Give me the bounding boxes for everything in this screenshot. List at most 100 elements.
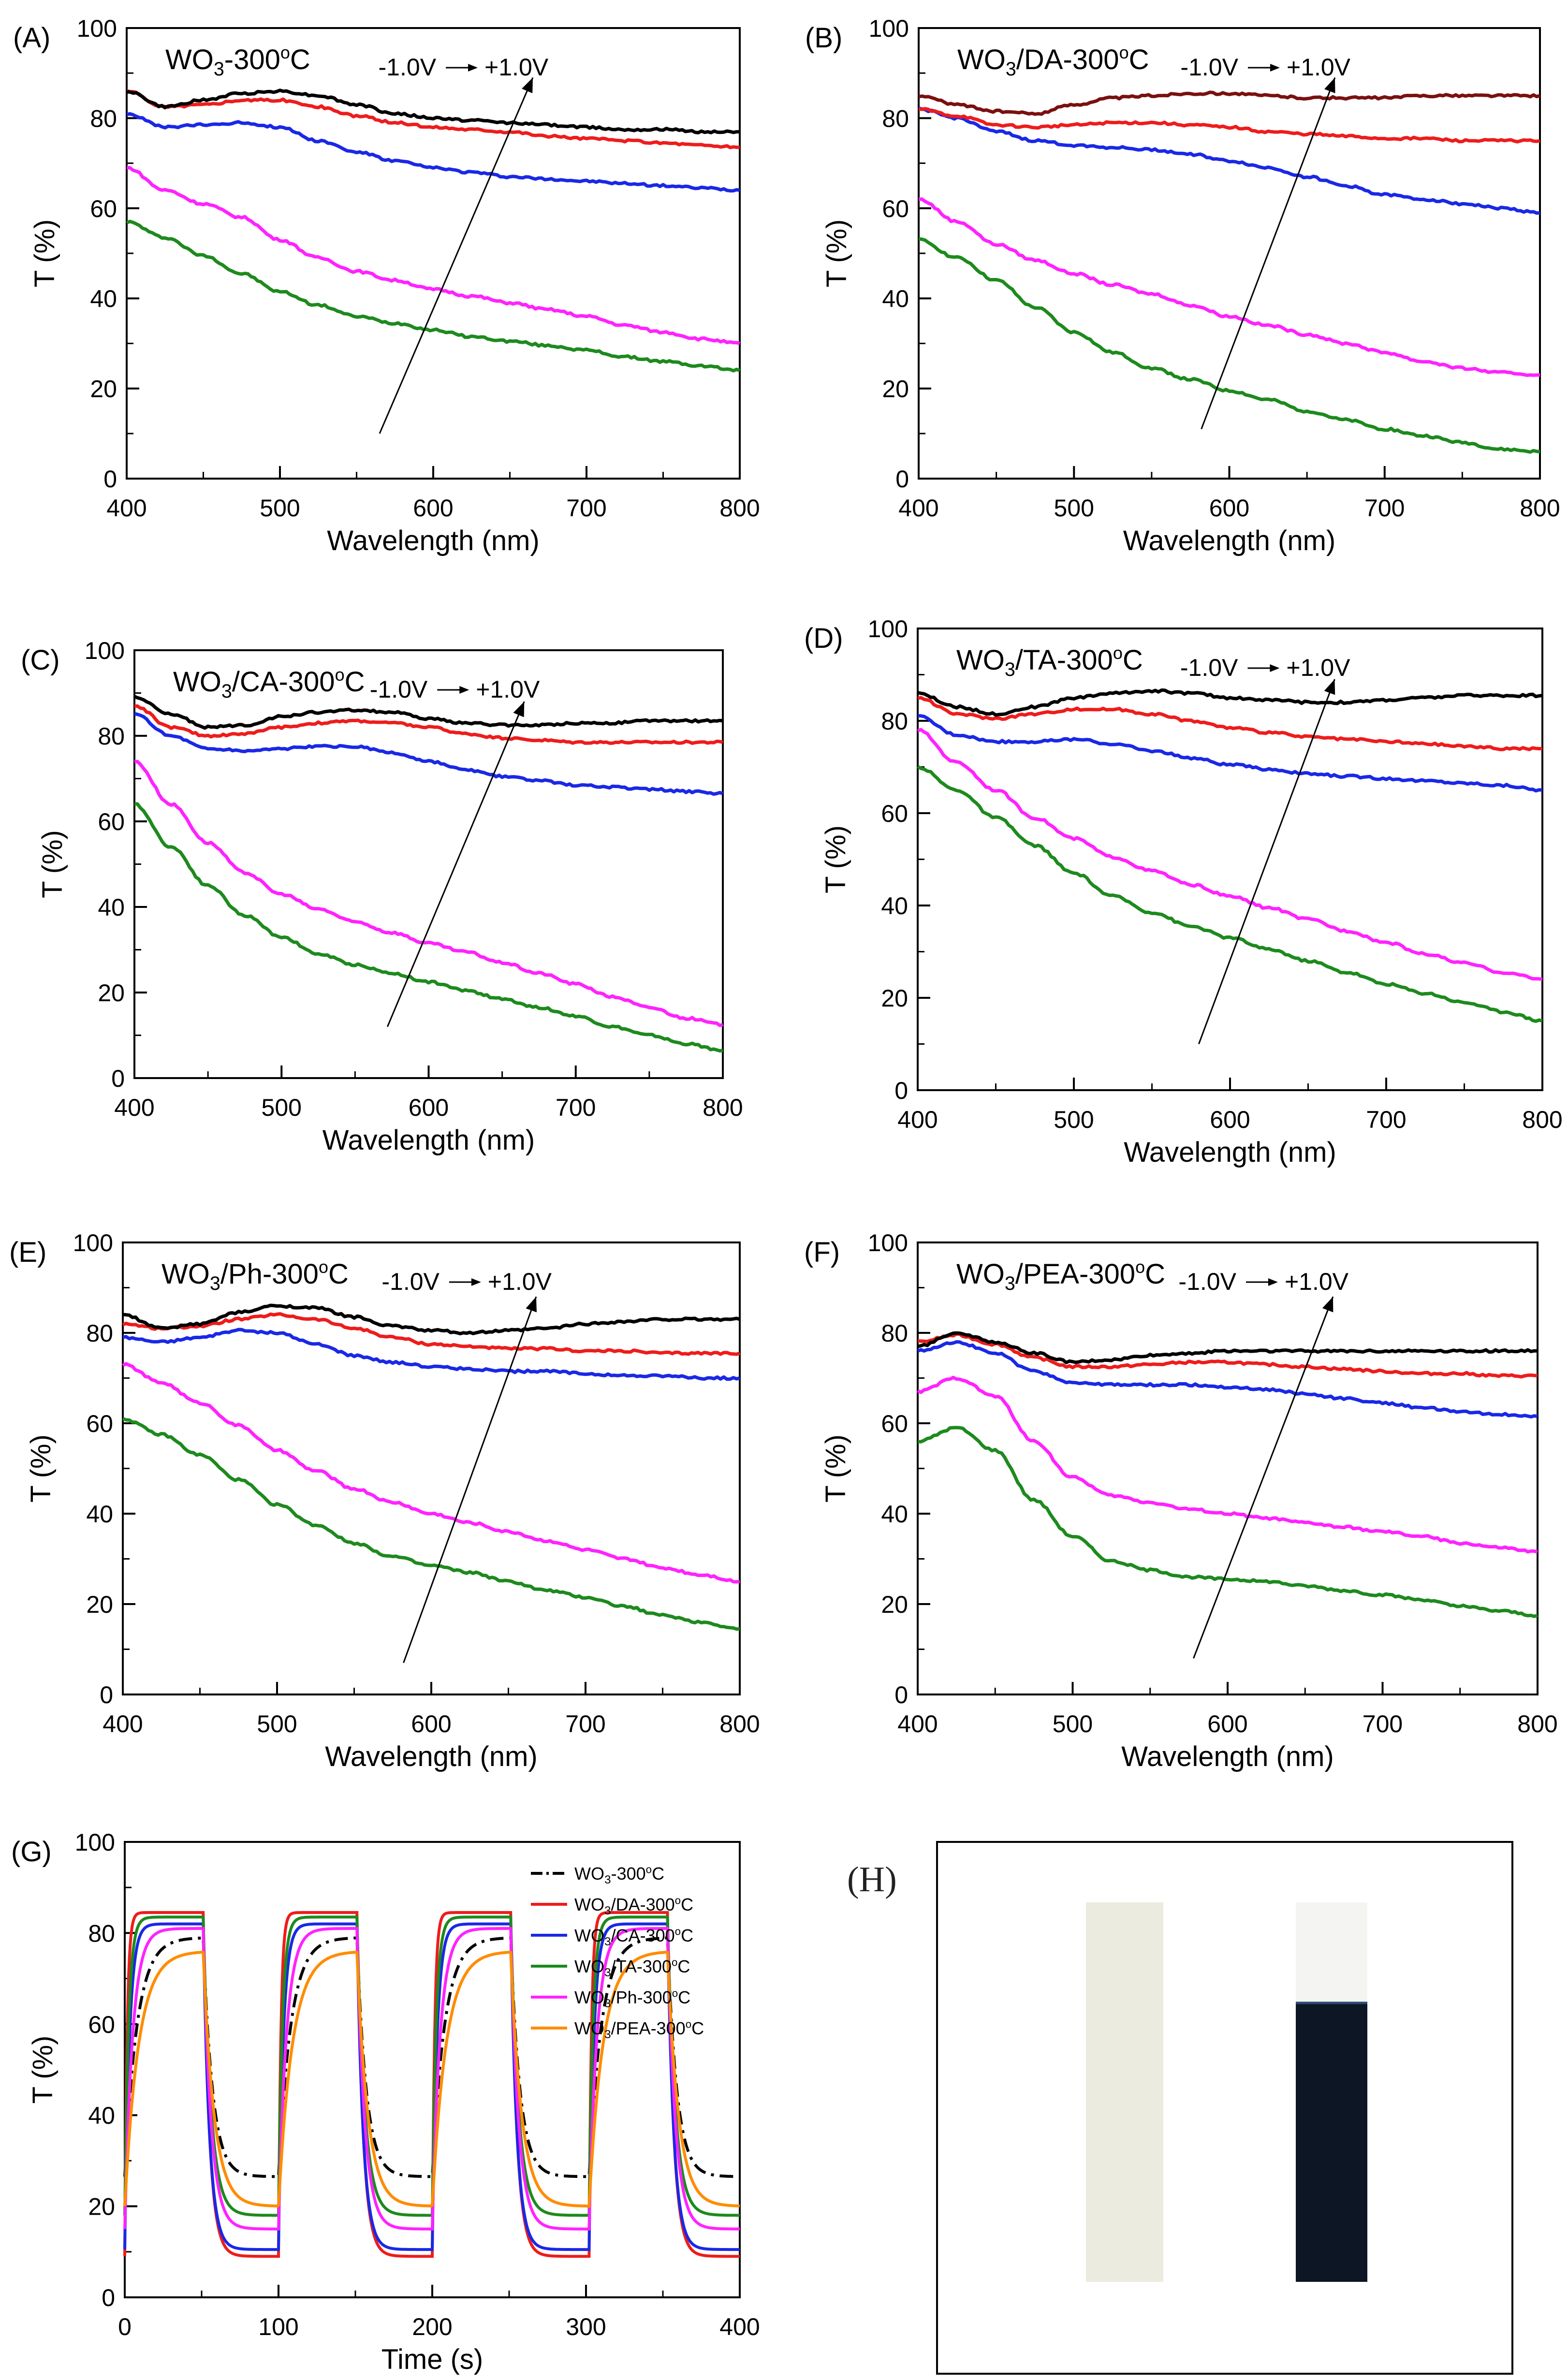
series-line	[917, 688, 1543, 717]
legend-label: WO3/Ph-300oC	[574, 1987, 690, 2010]
voltage-arrow	[386, 701, 525, 1027]
series-group	[122, 1303, 741, 1631]
voltage-arrowhead	[1322, 1297, 1334, 1313]
x-tick-label: 600	[409, 1094, 449, 1121]
y-tick-label: 40	[88, 2102, 115, 2129]
y-tick-label: 40	[881, 1501, 908, 1528]
x-tick-label: 600	[1209, 495, 1249, 522]
x-tick-label: 500	[1054, 1106, 1094, 1133]
series-line	[123, 1927, 740, 2231]
y-tick-label: 80	[881, 708, 908, 735]
y-tick-label: 20	[881, 1591, 908, 1618]
x-axis-label: Wavelength (nm)	[1124, 1137, 1336, 1168]
x-tick-label: 300	[566, 2313, 606, 2340]
series-line	[134, 759, 723, 1027]
legend-label: WO3/CA-300oC	[574, 1925, 693, 1948]
y-tick-label: 40	[90, 285, 117, 312]
voltage-arrow	[403, 1296, 537, 1664]
photo-panel-label: (H)	[847, 1860, 897, 1899]
arrow-text-pointer-head	[471, 1278, 481, 1286]
x-tick-label: 800	[703, 1094, 743, 1121]
series-line	[917, 728, 1543, 981]
y-tick-label: 100	[869, 15, 909, 42]
arrow-text-end: +1.0V	[1286, 654, 1350, 681]
chart-title: WO3/PEA-300oC	[956, 1257, 1165, 1294]
y-tick-label: 20	[98, 979, 125, 1007]
y-tick-label: 20	[88, 2193, 115, 2220]
y-tick-label: 20	[882, 376, 909, 403]
photo-panel-h: (H)	[847, 1841, 1513, 2375]
y-tick-label: 40	[881, 892, 908, 920]
panel-label: (G)	[11, 1836, 52, 1868]
x-tick-label: 500	[262, 1094, 302, 1121]
voltage-arrow	[1201, 77, 1336, 430]
y-tick-label: 0	[111, 1065, 125, 1092]
y-tick-label: 40	[882, 285, 909, 312]
x-tick-label: 600	[1207, 1710, 1247, 1738]
series-line	[917, 1332, 1538, 1379]
series-group	[123, 1911, 740, 2258]
series-line	[133, 695, 723, 730]
y-tick-label: 0	[895, 466, 909, 493]
chart-panel-g: 0 100 200 300 400 0 20 40 60 80 100 Time (s) T (%) (G…	[11, 1829, 760, 2375]
y-tick-label: 100	[868, 1229, 908, 1256]
y-tick-label: 60	[881, 800, 908, 827]
x-axis-label: Wavelength (nm)	[322, 1124, 535, 1156]
y-tick-label: 60	[86, 1410, 113, 1437]
series-group	[126, 88, 741, 373]
y-axis-label: T (%)	[37, 830, 68, 898]
x-tick-label: 400	[114, 1094, 154, 1121]
y-tick-label: 20	[86, 1591, 113, 1618]
x-tick-label: 400	[103, 1710, 143, 1738]
chart-title: WO3-300oC	[165, 43, 310, 80]
series-line	[126, 88, 740, 134]
series-line	[122, 1328, 740, 1381]
voltage-arrow	[379, 77, 534, 434]
series-line	[918, 106, 1540, 215]
arrow-text-start: -1.0V	[1178, 1268, 1236, 1295]
arrow-text-pointer-head	[1270, 664, 1280, 672]
y-tick-label: 60	[881, 1410, 908, 1437]
series-line	[917, 696, 1543, 751]
y-tick-label: 100	[85, 637, 125, 664]
arrow-text-end: +1.0V	[484, 54, 549, 81]
chart-title: WO3/DA-300oC	[957, 43, 1149, 80]
series-group	[918, 90, 1541, 454]
arrow-text-start: -1.0V	[370, 676, 428, 703]
x-axis-label: Wavelength (nm)	[1121, 1741, 1334, 1772]
x-tick-label: 500	[1054, 495, 1094, 522]
y-tick-label: 60	[90, 195, 117, 222]
x-tick-label: 800	[719, 495, 760, 522]
x-tick-label: 400	[897, 1710, 938, 1738]
arrow-text-start: -1.0V	[381, 1268, 440, 1295]
series-line	[918, 237, 1540, 454]
series-line	[917, 1340, 1538, 1419]
x-tick-label: 200	[412, 2313, 452, 2340]
panel-label: (D)	[804, 623, 843, 654]
series-line	[134, 712, 724, 796]
x-tick-label: 800	[1522, 1106, 1562, 1133]
series-group	[917, 688, 1543, 1023]
legend-label: WO3/PEA-300oC	[574, 2018, 704, 2041]
series-line	[918, 107, 1540, 144]
series-line	[123, 1922, 740, 2251]
x-axis-label: Wavelength (nm)	[325, 1741, 537, 1772]
y-tick-label: 40	[98, 894, 125, 921]
photo-frame	[936, 1841, 1513, 2375]
x-tick-label: 700	[566, 495, 606, 522]
x-tick-label: 400	[106, 495, 147, 522]
bleached-electrode	[1086, 1902, 1163, 2282]
x-tick-label: 500	[260, 495, 300, 522]
voltage-arrowhead	[522, 77, 533, 93]
x-tick-label: 600	[1210, 1106, 1250, 1133]
arrow-text-end: +1.0V	[1287, 54, 1351, 81]
y-axis-label: T (%)	[821, 219, 852, 288]
series-line	[134, 704, 723, 745]
y-tick-label: 0	[102, 2284, 115, 2311]
x-axis-label: Wavelength (nm)	[1123, 525, 1335, 556]
arrow-text-pointer-head	[1268, 1278, 1278, 1286]
y-tick-label: 80	[882, 105, 909, 132]
x-tick-label: 500	[1053, 1710, 1093, 1738]
y-tick-label: 80	[86, 1320, 113, 1347]
arrow-text-pointer-head	[459, 686, 469, 694]
